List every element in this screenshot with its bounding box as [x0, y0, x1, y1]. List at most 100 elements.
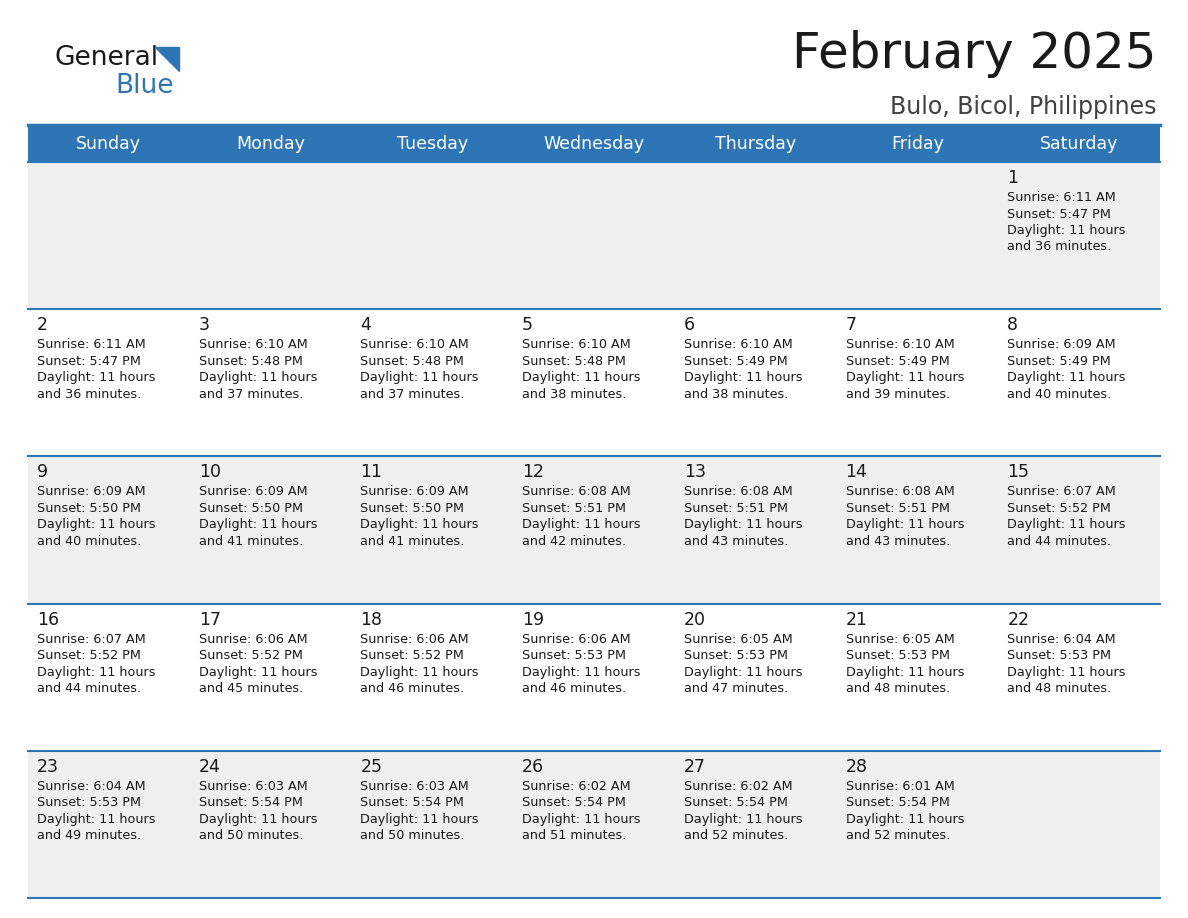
Text: Daylight: 11 hours: Daylight: 11 hours: [360, 371, 479, 385]
Text: and 37 minutes.: and 37 minutes.: [198, 387, 303, 400]
Text: and 36 minutes.: and 36 minutes.: [37, 387, 141, 400]
Text: Tuesday: Tuesday: [397, 135, 468, 153]
Text: Daylight: 11 hours: Daylight: 11 hours: [523, 812, 640, 826]
Text: and 44 minutes.: and 44 minutes.: [1007, 535, 1112, 548]
Text: February 2025: February 2025: [791, 30, 1156, 78]
Text: Sunrise: 6:09 AM: Sunrise: 6:09 AM: [360, 486, 469, 498]
Text: Sunset: 5:48 PM: Sunset: 5:48 PM: [198, 354, 303, 368]
Text: Sunset: 5:53 PM: Sunset: 5:53 PM: [37, 796, 141, 810]
Text: Daylight: 11 hours: Daylight: 11 hours: [1007, 666, 1126, 678]
Text: Sunset: 5:54 PM: Sunset: 5:54 PM: [198, 796, 303, 810]
Text: Sunset: 5:50 PM: Sunset: 5:50 PM: [360, 502, 465, 515]
Polygon shape: [154, 47, 179, 71]
Text: Sunrise: 6:03 AM: Sunrise: 6:03 AM: [198, 779, 308, 793]
Text: Bulo, Bicol, Philippines: Bulo, Bicol, Philippines: [890, 95, 1156, 119]
Text: 5: 5: [523, 316, 533, 334]
Text: 23: 23: [37, 757, 59, 776]
Text: and 51 minutes.: and 51 minutes.: [523, 829, 626, 843]
Text: and 41 minutes.: and 41 minutes.: [198, 535, 303, 548]
Text: Sunrise: 6:10 AM: Sunrise: 6:10 AM: [523, 338, 631, 352]
Text: Sunrise: 6:09 AM: Sunrise: 6:09 AM: [37, 486, 146, 498]
Text: Sunrise: 6:03 AM: Sunrise: 6:03 AM: [360, 779, 469, 793]
Text: Thursday: Thursday: [715, 135, 796, 153]
Text: Daylight: 11 hours: Daylight: 11 hours: [846, 666, 965, 678]
Text: Sunset: 5:47 PM: Sunset: 5:47 PM: [1007, 207, 1111, 220]
Text: and 44 minutes.: and 44 minutes.: [37, 682, 141, 695]
Text: Sunset: 5:52 PM: Sunset: 5:52 PM: [198, 649, 303, 662]
Text: Daylight: 11 hours: Daylight: 11 hours: [523, 666, 640, 678]
Text: Sunset: 5:50 PM: Sunset: 5:50 PM: [37, 502, 141, 515]
Text: and 41 minutes.: and 41 minutes.: [360, 535, 465, 548]
Text: Daylight: 11 hours: Daylight: 11 hours: [684, 812, 802, 826]
Text: Sunrise: 6:06 AM: Sunrise: 6:06 AM: [198, 633, 308, 645]
Text: 13: 13: [684, 464, 706, 481]
Text: and 46 minutes.: and 46 minutes.: [523, 682, 626, 695]
Text: and 45 minutes.: and 45 minutes.: [198, 682, 303, 695]
Text: 17: 17: [198, 610, 221, 629]
Text: Sunset: 5:53 PM: Sunset: 5:53 PM: [846, 649, 949, 662]
Text: 8: 8: [1007, 316, 1018, 334]
Text: and 47 minutes.: and 47 minutes.: [684, 682, 788, 695]
Text: 26: 26: [523, 757, 544, 776]
Bar: [29, 162, 1159, 309]
Text: Sunrise: 6:06 AM: Sunrise: 6:06 AM: [523, 633, 631, 645]
Text: and 46 minutes.: and 46 minutes.: [360, 682, 465, 695]
Bar: [29, 126, 1159, 162]
Text: 24: 24: [198, 757, 221, 776]
Text: Sunset: 5:51 PM: Sunset: 5:51 PM: [846, 502, 949, 515]
Text: and 38 minutes.: and 38 minutes.: [684, 387, 788, 400]
Text: Sunrise: 6:07 AM: Sunrise: 6:07 AM: [1007, 486, 1116, 498]
Text: Daylight: 11 hours: Daylight: 11 hours: [37, 371, 156, 385]
Text: 6: 6: [684, 316, 695, 334]
Text: 27: 27: [684, 757, 706, 776]
Text: Daylight: 11 hours: Daylight: 11 hours: [198, 666, 317, 678]
Text: 11: 11: [360, 464, 383, 481]
Text: Sunset: 5:48 PM: Sunset: 5:48 PM: [523, 354, 626, 368]
Text: Sunset: 5:48 PM: Sunset: 5:48 PM: [360, 354, 465, 368]
Text: Sunset: 5:52 PM: Sunset: 5:52 PM: [360, 649, 465, 662]
Text: and 40 minutes.: and 40 minutes.: [37, 535, 141, 548]
Text: Sunrise: 6:10 AM: Sunrise: 6:10 AM: [198, 338, 308, 352]
Text: 7: 7: [846, 316, 857, 334]
Text: Daylight: 11 hours: Daylight: 11 hours: [684, 519, 802, 532]
Text: Daylight: 11 hours: Daylight: 11 hours: [198, 519, 317, 532]
Text: Sunrise: 6:11 AM: Sunrise: 6:11 AM: [37, 338, 146, 352]
Text: and 50 minutes.: and 50 minutes.: [360, 829, 465, 843]
Text: Sunrise: 6:06 AM: Sunrise: 6:06 AM: [360, 633, 469, 645]
Text: Sunset: 5:52 PM: Sunset: 5:52 PM: [1007, 502, 1111, 515]
Text: Sunset: 5:51 PM: Sunset: 5:51 PM: [684, 502, 788, 515]
Text: Daylight: 11 hours: Daylight: 11 hours: [360, 812, 479, 826]
Text: Sunrise: 6:08 AM: Sunrise: 6:08 AM: [684, 486, 792, 498]
Text: Daylight: 11 hours: Daylight: 11 hours: [37, 666, 156, 678]
Text: 25: 25: [360, 757, 383, 776]
Text: Daylight: 11 hours: Daylight: 11 hours: [846, 371, 965, 385]
Text: Sunrise: 6:02 AM: Sunrise: 6:02 AM: [684, 779, 792, 793]
Text: Sunset: 5:49 PM: Sunset: 5:49 PM: [846, 354, 949, 368]
Text: Sunrise: 6:05 AM: Sunrise: 6:05 AM: [846, 633, 954, 645]
Text: and 43 minutes.: and 43 minutes.: [684, 535, 788, 548]
Text: Sunrise: 6:08 AM: Sunrise: 6:08 AM: [523, 486, 631, 498]
Text: Daylight: 11 hours: Daylight: 11 hours: [684, 371, 802, 385]
Text: Sunrise: 6:04 AM: Sunrise: 6:04 AM: [37, 779, 146, 793]
Text: Sunset: 5:50 PM: Sunset: 5:50 PM: [198, 502, 303, 515]
Text: Sunrise: 6:10 AM: Sunrise: 6:10 AM: [684, 338, 792, 352]
Text: Daylight: 11 hours: Daylight: 11 hours: [37, 519, 156, 532]
Text: and 43 minutes.: and 43 minutes.: [846, 535, 950, 548]
Text: Daylight: 11 hours: Daylight: 11 hours: [360, 666, 479, 678]
Bar: [29, 604, 1159, 751]
Text: Sunrise: 6:11 AM: Sunrise: 6:11 AM: [1007, 191, 1116, 204]
Text: and 52 minutes.: and 52 minutes.: [846, 829, 950, 843]
Text: Daylight: 11 hours: Daylight: 11 hours: [198, 812, 317, 826]
Text: Daylight: 11 hours: Daylight: 11 hours: [846, 519, 965, 532]
Text: Daylight: 11 hours: Daylight: 11 hours: [360, 519, 479, 532]
Text: Sunset: 5:54 PM: Sunset: 5:54 PM: [846, 796, 949, 810]
Text: Monday: Monday: [236, 135, 305, 153]
Text: Sunset: 5:49 PM: Sunset: 5:49 PM: [684, 354, 788, 368]
Text: 21: 21: [846, 610, 867, 629]
Text: Sunrise: 6:05 AM: Sunrise: 6:05 AM: [684, 633, 792, 645]
Text: and 40 minutes.: and 40 minutes.: [1007, 387, 1112, 400]
Text: 14: 14: [846, 464, 867, 481]
Text: Sunrise: 6:04 AM: Sunrise: 6:04 AM: [1007, 633, 1116, 645]
Text: 18: 18: [360, 610, 383, 629]
Text: Daylight: 11 hours: Daylight: 11 hours: [523, 519, 640, 532]
